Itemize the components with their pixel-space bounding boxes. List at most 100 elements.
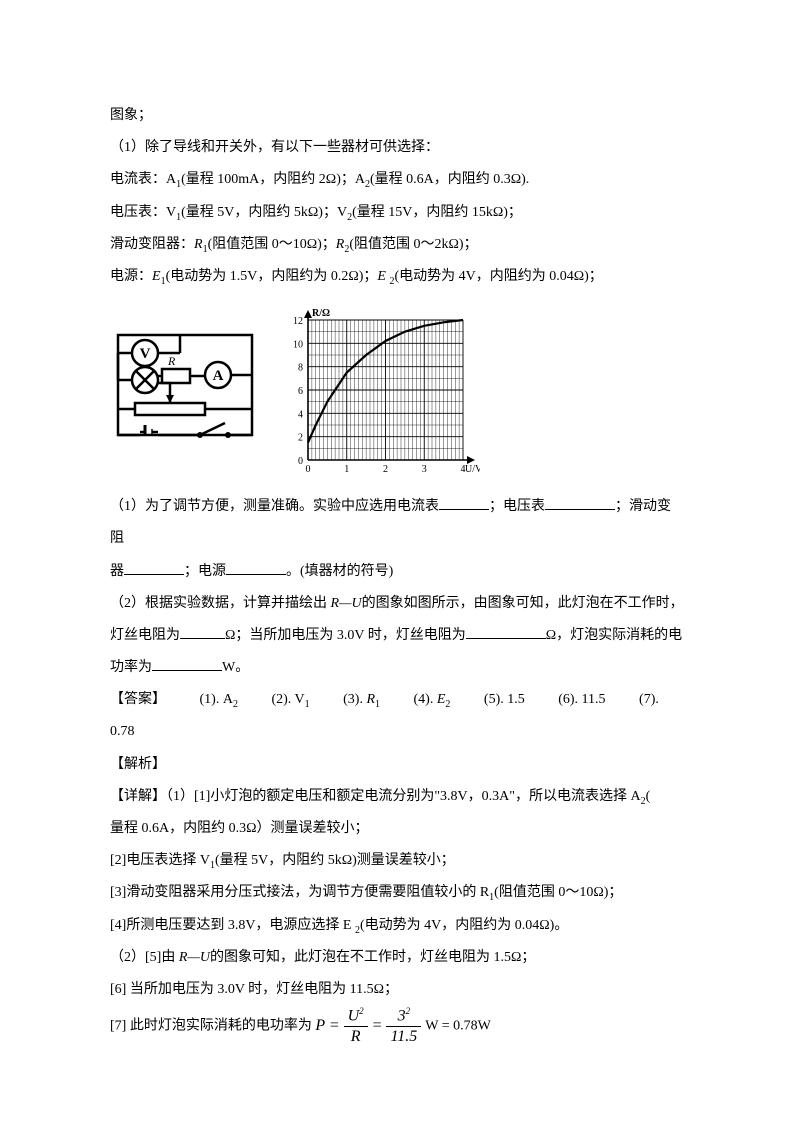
detail-1b: 量程 0.6A，内阻约 0.3Ω）测量误差较小； bbox=[110, 813, 684, 845]
sub: 1 bbox=[375, 699, 380, 710]
text: ；电压表 bbox=[489, 499, 545, 514]
blank-ammeter bbox=[439, 495, 489, 510]
line-ammeter: 电流表：A1(量程 100mA，内阻约 2Ω)；A2(量程 0.6A，内阻约 0… bbox=[110, 164, 684, 196]
page: 图象； （1）除了导线和开关外，有以下一些器材可供选择： 电流表：A1(量程 1… bbox=[0, 0, 794, 1123]
symbol-ru: R—U bbox=[179, 950, 210, 965]
answer-line: 【答案】 (1). A2 (2). V1 (3). R1 (4). E2 (5)… bbox=[110, 684, 684, 716]
sub: 2 bbox=[445, 699, 450, 710]
svg-text:3: 3 bbox=[422, 464, 427, 475]
line-intro-1: （1）除了导线和开关外，有以下一些器材可供选择： bbox=[110, 132, 684, 164]
text: [3]滑动变阻器采用分压式接法，为调节方便需要阻值较小的 R bbox=[110, 885, 489, 900]
text: 器 bbox=[110, 564, 124, 579]
detail-4: [4]所测电压要达到 3.8V，电源应选择 E 2(电动势为 4V，内阻约为 0… bbox=[110, 910, 684, 942]
text: 功率为 bbox=[110, 660, 152, 675]
answer-item: (2). V bbox=[271, 692, 304, 707]
line-rheostat: 滑动变阻器：R1(阻值范围 0～10Ω)；R2(阻值范围 0～2kΩ)； bbox=[110, 229, 684, 261]
svg-text:R/Ω: R/Ω bbox=[312, 308, 330, 319]
blank-r3v bbox=[466, 624, 546, 639]
answer-line-2: 0.78 bbox=[110, 716, 684, 748]
sub: 2 bbox=[233, 699, 238, 710]
answer-item: (7). bbox=[639, 692, 659, 707]
text: 的图象可知，此灯泡在不工作时，灯丝电阻为 1.5Ω； bbox=[210, 950, 535, 965]
text: (阻值范围 0～2kΩ)； bbox=[349, 237, 477, 252]
text: [7] 此时灯泡实际消耗的电功率为 bbox=[110, 1019, 312, 1034]
detail-label: 【详解】 bbox=[110, 789, 166, 804]
symbol-r: R bbox=[366, 692, 375, 707]
sub: 1 bbox=[305, 699, 310, 710]
text: (量程 100mA，内阻约 2Ω)；A bbox=[181, 172, 365, 187]
symbol-e: E bbox=[152, 269, 161, 284]
question-2-line1: （2）根据实验数据，计算并描绘出 R—U的图象如图所示，由图象可知，此灯泡在不工… bbox=[110, 588, 684, 620]
text: (量程 5V，内阻约 5kΩ)；V bbox=[181, 205, 347, 220]
answer-item: (3). bbox=[343, 692, 366, 707]
answer-item: (4). bbox=[414, 692, 437, 707]
formula-power: P = U2R = 3211.5 bbox=[315, 1017, 425, 1034]
symbol-e: E bbox=[377, 269, 389, 284]
svg-text:10: 10 bbox=[293, 339, 303, 350]
text: (电动势为 4V，内阻约为 0.04Ω)； bbox=[394, 269, 602, 284]
question-2-line2: 灯丝电阻为 Ω；当所加电压为 3.0V 时，灯丝电阻为 Ω，灯泡实际消耗的电 bbox=[110, 620, 684, 652]
blank-rheostat bbox=[124, 560, 184, 575]
text: Ω，灯泡实际消耗的电 bbox=[546, 628, 682, 643]
text: 灯丝电阻为 bbox=[110, 628, 180, 643]
text: （1）[1]小灯泡的额定电压和额定电流分别为"3.8V，0.3A"，所以电流表选… bbox=[166, 789, 641, 804]
detail-6: [6] 当所加电压为 3.0V 时，灯丝电阻为 11.5Ω； bbox=[110, 974, 684, 1006]
text: （1）为了调节方便，测量准确。实验中应选用电流表 bbox=[110, 499, 439, 514]
detail-2: [2]电压表选择 V1(量程 5V，内阻约 5kΩ)测量误差较小； bbox=[110, 845, 684, 877]
answer-item: (1). A bbox=[200, 692, 233, 707]
text: （2）[5]由 bbox=[110, 950, 179, 965]
text: (电动势为 1.5V，内阻约为 0.2Ω)； bbox=[166, 269, 378, 284]
text: 的图象如图所示，由图象可知，此灯泡在不工作时， bbox=[362, 596, 684, 611]
question-2-line3: 功率为 W。 bbox=[110, 652, 684, 684]
detail-7: [7] 此时灯泡实际消耗的电功率为 P = U2R = 3211.5 W = 0… bbox=[110, 1006, 684, 1046]
detail-5: （2）[5]由 R—U的图象可知，此灯泡在不工作时，灯丝电阻为 1.5Ω； bbox=[110, 942, 684, 974]
explain-label: 【解析】 bbox=[110, 749, 684, 781]
svg-text:2: 2 bbox=[298, 433, 303, 444]
symbol-r: R bbox=[194, 237, 203, 252]
svg-text:12: 12 bbox=[293, 316, 303, 327]
symbol-ru: R—U bbox=[331, 596, 362, 611]
circuit-diagram: VAR bbox=[110, 325, 260, 455]
text: ；电源 bbox=[184, 564, 226, 579]
text: Ω；当所加电压为 3.0V 时，灯丝电阻为 bbox=[225, 628, 466, 643]
text: (阻值范围 0～10Ω)； bbox=[494, 885, 622, 900]
detail-1: 【详解】（1）[1]小灯泡的额定电压和额定电流分别为"3.8V，0.3A"，所以… bbox=[110, 781, 684, 813]
svg-text:0: 0 bbox=[306, 464, 311, 475]
blank-voltmeter bbox=[545, 495, 615, 510]
svg-text:1: 1 bbox=[344, 464, 349, 475]
ru-graph: 01234024681012U/VR/Ω bbox=[280, 305, 480, 475]
answer-label: 【答案】 bbox=[110, 692, 166, 707]
svg-text:A: A bbox=[213, 368, 224, 384]
text: W。 bbox=[222, 660, 249, 675]
svg-text:0: 0 bbox=[298, 456, 303, 467]
text: (阻值范围 0～10Ω)； bbox=[208, 237, 336, 252]
text: 滑动变阻器： bbox=[110, 237, 194, 252]
blank-source bbox=[226, 560, 286, 575]
line-intro-0: 图象； bbox=[110, 100, 684, 132]
text: ( bbox=[646, 789, 651, 804]
text: (量程 15V，内阻约 15kΩ)； bbox=[352, 205, 522, 220]
text: [2]电压表选择 V bbox=[110, 853, 210, 868]
text: 电源： bbox=[110, 269, 152, 284]
svg-text:U/V: U/V bbox=[465, 464, 480, 475]
answer-item: (5). 1.5 bbox=[484, 692, 525, 707]
svg-text:V: V bbox=[140, 346, 151, 362]
blank-power bbox=[152, 656, 222, 671]
text: 电流表：A bbox=[110, 172, 176, 187]
text: (量程 0.6A，内阻约 0.3Ω). bbox=[370, 172, 529, 187]
blank-r0 bbox=[180, 624, 225, 639]
text: 。(填器材的符号) bbox=[286, 564, 393, 579]
text: 电压表：V bbox=[110, 205, 176, 220]
text: （2）根据实验数据，计算并描绘出 bbox=[110, 596, 331, 611]
svg-text:6: 6 bbox=[298, 386, 303, 397]
text: (量程 5V，内阻约 5kΩ)测量误差较小； bbox=[215, 853, 455, 868]
svg-text:8: 8 bbox=[298, 363, 303, 374]
svg-text:2: 2 bbox=[383, 464, 388, 475]
svg-text:4: 4 bbox=[298, 409, 303, 420]
answer-item: (6). 11.5 bbox=[558, 692, 605, 707]
line-source: 电源：E1(电动势为 1.5V，内阻约为 0.2Ω)；E 2(电动势为 4V，内… bbox=[110, 261, 684, 293]
text: [4]所测电压要达到 3.8V，电源应选择 E bbox=[110, 918, 355, 933]
detail-3: [3]滑动变阻器采用分压式接法，为调节方便需要阻值较小的 R1(阻值范围 0～1… bbox=[110, 877, 684, 909]
diagram-row: VAR 01234024681012U/VR/Ω bbox=[110, 305, 684, 475]
question-1-line2: 器 ；电源 。(填器材的符号) bbox=[110, 556, 684, 588]
